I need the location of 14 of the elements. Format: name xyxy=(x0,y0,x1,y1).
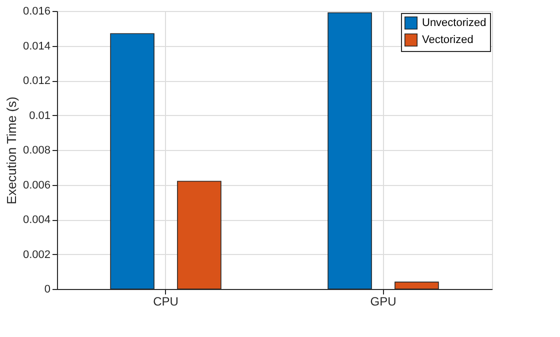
legend-label: Vectorized xyxy=(422,34,474,46)
x-tick-label: GPU xyxy=(370,294,396,308)
y-tick-label: 0 xyxy=(44,284,50,296)
y-axis-title: Execution Time (s) xyxy=(4,96,19,204)
legend-label: Unvectorized xyxy=(422,17,486,29)
y-tick-label: 0.006 xyxy=(22,179,50,192)
x-tick-label: CPU xyxy=(153,294,178,308)
y-tick-label: 0.008 xyxy=(22,144,50,156)
y-tick-label: 0.002 xyxy=(22,248,50,261)
y-tick-label: 0.012 xyxy=(22,75,50,87)
y-tick-label: 0.01 xyxy=(29,110,50,122)
y-tick-label: 0.016 xyxy=(22,6,50,18)
y-tick-label: 0.004 xyxy=(22,214,50,226)
y-tick-label: 0.014 xyxy=(22,40,50,52)
